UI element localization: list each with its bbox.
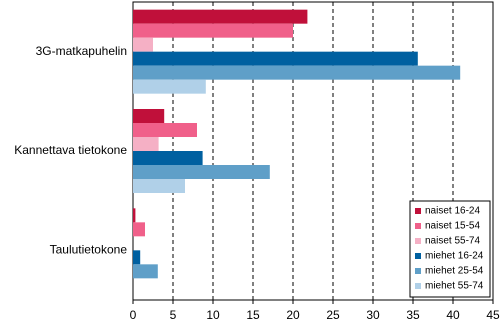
y-tick-label: Kannettava tietokone xyxy=(14,143,127,157)
legend-swatch xyxy=(415,268,421,274)
legend-label: naiset 16-24 xyxy=(425,206,480,217)
bar xyxy=(133,123,197,137)
bar xyxy=(133,151,203,165)
bar xyxy=(133,179,185,193)
x-tick-label: 15 xyxy=(246,308,260,322)
x-tick-label: 40 xyxy=(446,308,460,322)
bar xyxy=(133,79,206,94)
bar xyxy=(133,264,158,279)
x-tick-label: 25 xyxy=(326,308,340,322)
y-tick-label: 3G-matkapuhelin xyxy=(36,44,127,58)
bar xyxy=(133,208,136,223)
legend-swatch xyxy=(415,208,421,214)
x-tick-label: 5 xyxy=(170,308,177,322)
legend-label: naiset 55-74 xyxy=(425,236,480,247)
legend: naiset 16-24 naiset 15-54 naiset 55-74 mieh… xyxy=(409,200,491,298)
legend-swatch xyxy=(415,253,421,259)
legend-label: miehet 55-74 xyxy=(425,281,484,292)
legend-swatch xyxy=(415,283,421,289)
bar xyxy=(133,137,159,151)
legend-swatch xyxy=(415,238,421,244)
bar xyxy=(133,51,418,66)
legend-label: naiset 15-54 xyxy=(425,221,480,232)
bar xyxy=(133,222,145,237)
bar xyxy=(133,9,308,24)
y-tick-label: Taulutietokone xyxy=(50,243,128,257)
bar xyxy=(133,37,153,52)
x-tick-label: 30 xyxy=(366,308,380,322)
bar xyxy=(133,250,141,265)
x-tick-label: 20 xyxy=(286,308,300,322)
legend-swatch xyxy=(415,223,421,229)
bar xyxy=(133,165,270,179)
x-tick-label: 0 xyxy=(130,308,137,322)
legend-label: miehet 25-54 xyxy=(425,266,484,277)
x-tick-label: 45 xyxy=(486,308,500,322)
x-tick-label: 10 xyxy=(206,308,220,322)
legend-label: miehet 16-24 xyxy=(425,251,484,262)
bar xyxy=(133,23,293,38)
bar xyxy=(133,65,461,80)
x-tick-label: 35 xyxy=(406,308,420,322)
bar xyxy=(133,109,165,123)
legend-box xyxy=(409,200,491,298)
